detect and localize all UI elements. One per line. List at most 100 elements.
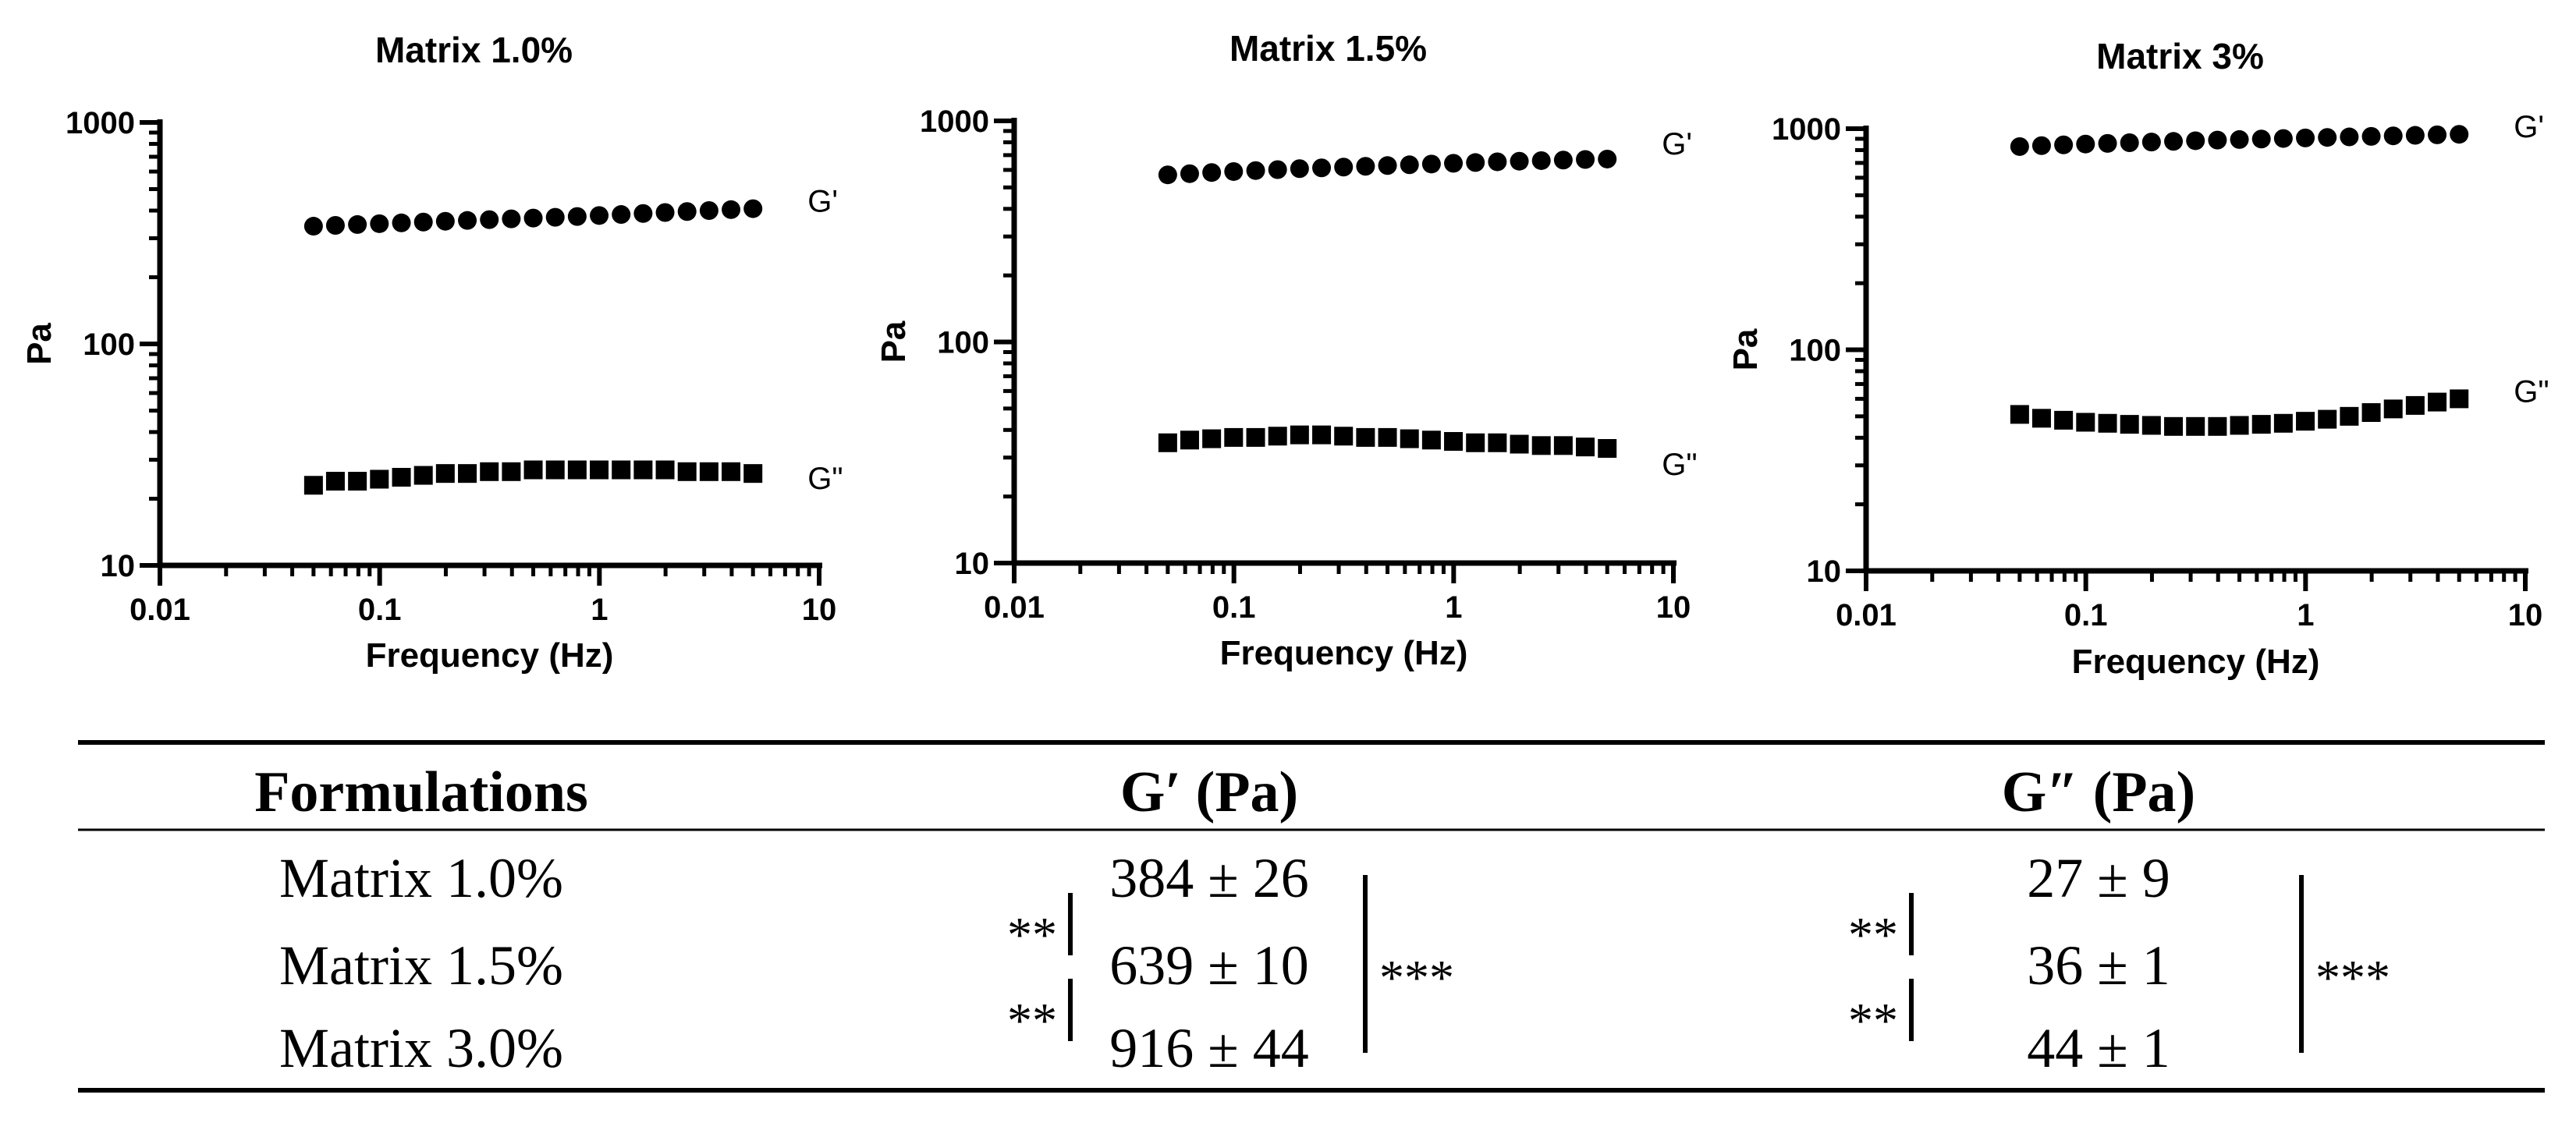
chart-3-y-tick-label: 10 (1807, 554, 1842, 589)
chart-3-g-double-prime-point (2450, 389, 2469, 409)
chart-1-g-prime-point (545, 207, 565, 227)
chart-3-g-prime-point (2208, 130, 2227, 150)
chart-3-g-prime-point (2340, 127, 2359, 147)
chart-2-g-prime-point (1378, 156, 1397, 175)
chart-3-x-tick-label: 0.1 (2064, 598, 2108, 632)
row-2-formulation: Matrix 1.5% (279, 934, 563, 997)
chart-2-g-prime-point (1444, 154, 1464, 173)
chart-3-g-double-prime-point (2340, 406, 2359, 426)
chart-2-g-prime-point (1510, 151, 1529, 171)
chart-1-y-tick-label: 100 (83, 328, 135, 362)
row-2-g-double-prime: 36 ± 1 (2027, 934, 2170, 997)
chart-2-x-tick-label: 1 (1445, 590, 1462, 625)
chart-1-g-prime-point (348, 214, 367, 234)
chart-1-g-prime-point (567, 207, 587, 226)
chart-2-y-tick-label: 100 (937, 326, 989, 360)
chart-2-g-prime-point (1334, 158, 1354, 177)
row-3-g-double-prime: 44 ± 1 (2027, 1017, 2170, 1079)
chart-1-g-prime-point (480, 210, 499, 229)
chart-1-g-double-prime-point (722, 462, 741, 481)
chart-3-x-axis-title: Frequency (Hz) (2072, 643, 2320, 681)
chart-1-g-prime-point (435, 211, 455, 231)
chart-3-g-double-prime-point (2428, 392, 2447, 412)
header-g-double-prime: G″ (Pa) (2002, 760, 2195, 824)
chart-3-x-tick-label: 1 (2297, 598, 2314, 632)
chart-1-g-prime-point (699, 201, 719, 221)
chart-2-y-tick-label: 1000 (920, 105, 989, 139)
chart-3-g-prime-point (2450, 125, 2469, 144)
chart-2-g-double-prime-point (1488, 433, 1507, 452)
chart-1-x-tick-label: 0.01 (130, 593, 190, 627)
chart-2-g-double-prime-point (1268, 427, 1287, 446)
chart-3-g-prime-point (2383, 126, 2403, 146)
chart-3-y-axis-title: Pa (1726, 328, 1765, 370)
chart-1-g-prime-point (458, 211, 477, 230)
chart-3-g-double-prime-point (2208, 416, 2227, 436)
chart-2-g-prime-point (1531, 151, 1551, 170)
chart-3-g-double-prime-point (2230, 416, 2249, 435)
chart-3-g-prime-point (2010, 136, 2029, 156)
chart-3-y-tick-label: 1000 (1772, 112, 1841, 147)
g-double-prime-sig-1-2: ** (1848, 907, 1898, 962)
chart-2-g-double-prime-point (1334, 427, 1354, 446)
chart-3-g-prime-point (2031, 136, 2051, 155)
chart-1-g-double-prime-point (590, 460, 609, 480)
chart-3-y-tick-label: 100 (1789, 334, 1841, 368)
chart-2-g-prime-point (1224, 161, 1244, 181)
chart-3-g-prime-point (2076, 134, 2095, 154)
chart-2-g-double-prime-point (1158, 433, 1177, 452)
chart-3-g-prime-point (2164, 132, 2184, 151)
chart-1-g-prime-point (413, 212, 433, 232)
chart-1-g-prime-point (523, 208, 543, 228)
chart-2-g-double-prime-point (1598, 439, 1617, 459)
chart-3-title: Matrix 3% (2096, 36, 2264, 76)
chart-1-x-axis-title: Frequency (Hz) (366, 636, 614, 675)
g-prime-sig-overall: *** (1379, 950, 1454, 1005)
chart-1-g-double-prime-point (743, 464, 763, 484)
chart-1-g-prime-point (677, 202, 697, 221)
chart-3-g-double-prime-point (2186, 416, 2205, 436)
chart-1-g-double-prime-point (633, 460, 653, 480)
chart-1-g-prime-point (612, 205, 631, 225)
chart-1-g-double-prime-point (502, 462, 521, 481)
chart-2-g-prime-point (1268, 160, 1287, 179)
chart-1-g-double-prime-label: G" (807, 462, 843, 496)
chart-1-g-prime-point (722, 200, 741, 219)
chart-2-y-tick-label: 10 (955, 547, 990, 581)
chart-1-g-double-prime-point (392, 467, 411, 487)
chart-1-g-double-prime-point (612, 460, 631, 480)
chart-3-g-prime-point (2296, 128, 2315, 147)
row-1-formulation: Matrix 1.0% (279, 847, 563, 909)
chart-1-g-prime-label: G' (807, 185, 838, 219)
row-2-g-prime: 639 ± 10 (1109, 934, 1309, 997)
chart-1-g-double-prime-point (523, 460, 543, 480)
chart-3-g-double-prime-point (2273, 413, 2293, 433)
chart-3-g-double-prime-point (2296, 412, 2315, 431)
chart-2-g-prime-point (1290, 159, 1309, 179)
chart-3-g-double-prime-point (2120, 415, 2139, 434)
row-1-g-double-prime: 27 ± 9 (2027, 847, 2170, 909)
chart-2-g-double-prime-point (1576, 438, 1595, 457)
chart-2-g-prime-point (1576, 150, 1595, 169)
chart-3-g-double-prime-point (2141, 416, 2161, 435)
chart-3-g-prime-point (2361, 126, 2381, 146)
chart-2-x-axis-title: Frequency (Hz) (1220, 634, 1468, 672)
chart-3-g-prime-point (2273, 129, 2293, 148)
chart-2-g-double-prime-point (1246, 427, 1265, 447)
chart-1-g-prime-point (502, 209, 521, 228)
charts-panel: Matrix 1.0% 0.01 0.1 1 10 10 100 1000 Frequency … (20, 28, 2549, 681)
chart-1-g-prime-point (590, 206, 609, 225)
chart-3-g-prime-label: G' (2514, 110, 2544, 144)
chart-1-title: Matrix 1.0% (375, 30, 573, 70)
chart-2-g-double-prime-point (1224, 427, 1244, 447)
chart-2-g-prime-point (1202, 163, 1222, 182)
chart-2-g-prime-point (1312, 158, 1332, 178)
chart-1-g-double-prime-point (480, 462, 499, 481)
chart-3-g-prime-point (2141, 133, 2161, 152)
chart-2-g-double-prime-point (1444, 432, 1464, 452)
chart-2-g-double-prime-point (1202, 429, 1222, 448)
chart-1-g-prime-point (655, 203, 675, 222)
chart-2-g-double-prime-point (1312, 425, 1332, 445)
chart-3-g-double-prime-point (2164, 416, 2184, 436)
chart-3-g-prime-point (2230, 129, 2249, 149)
